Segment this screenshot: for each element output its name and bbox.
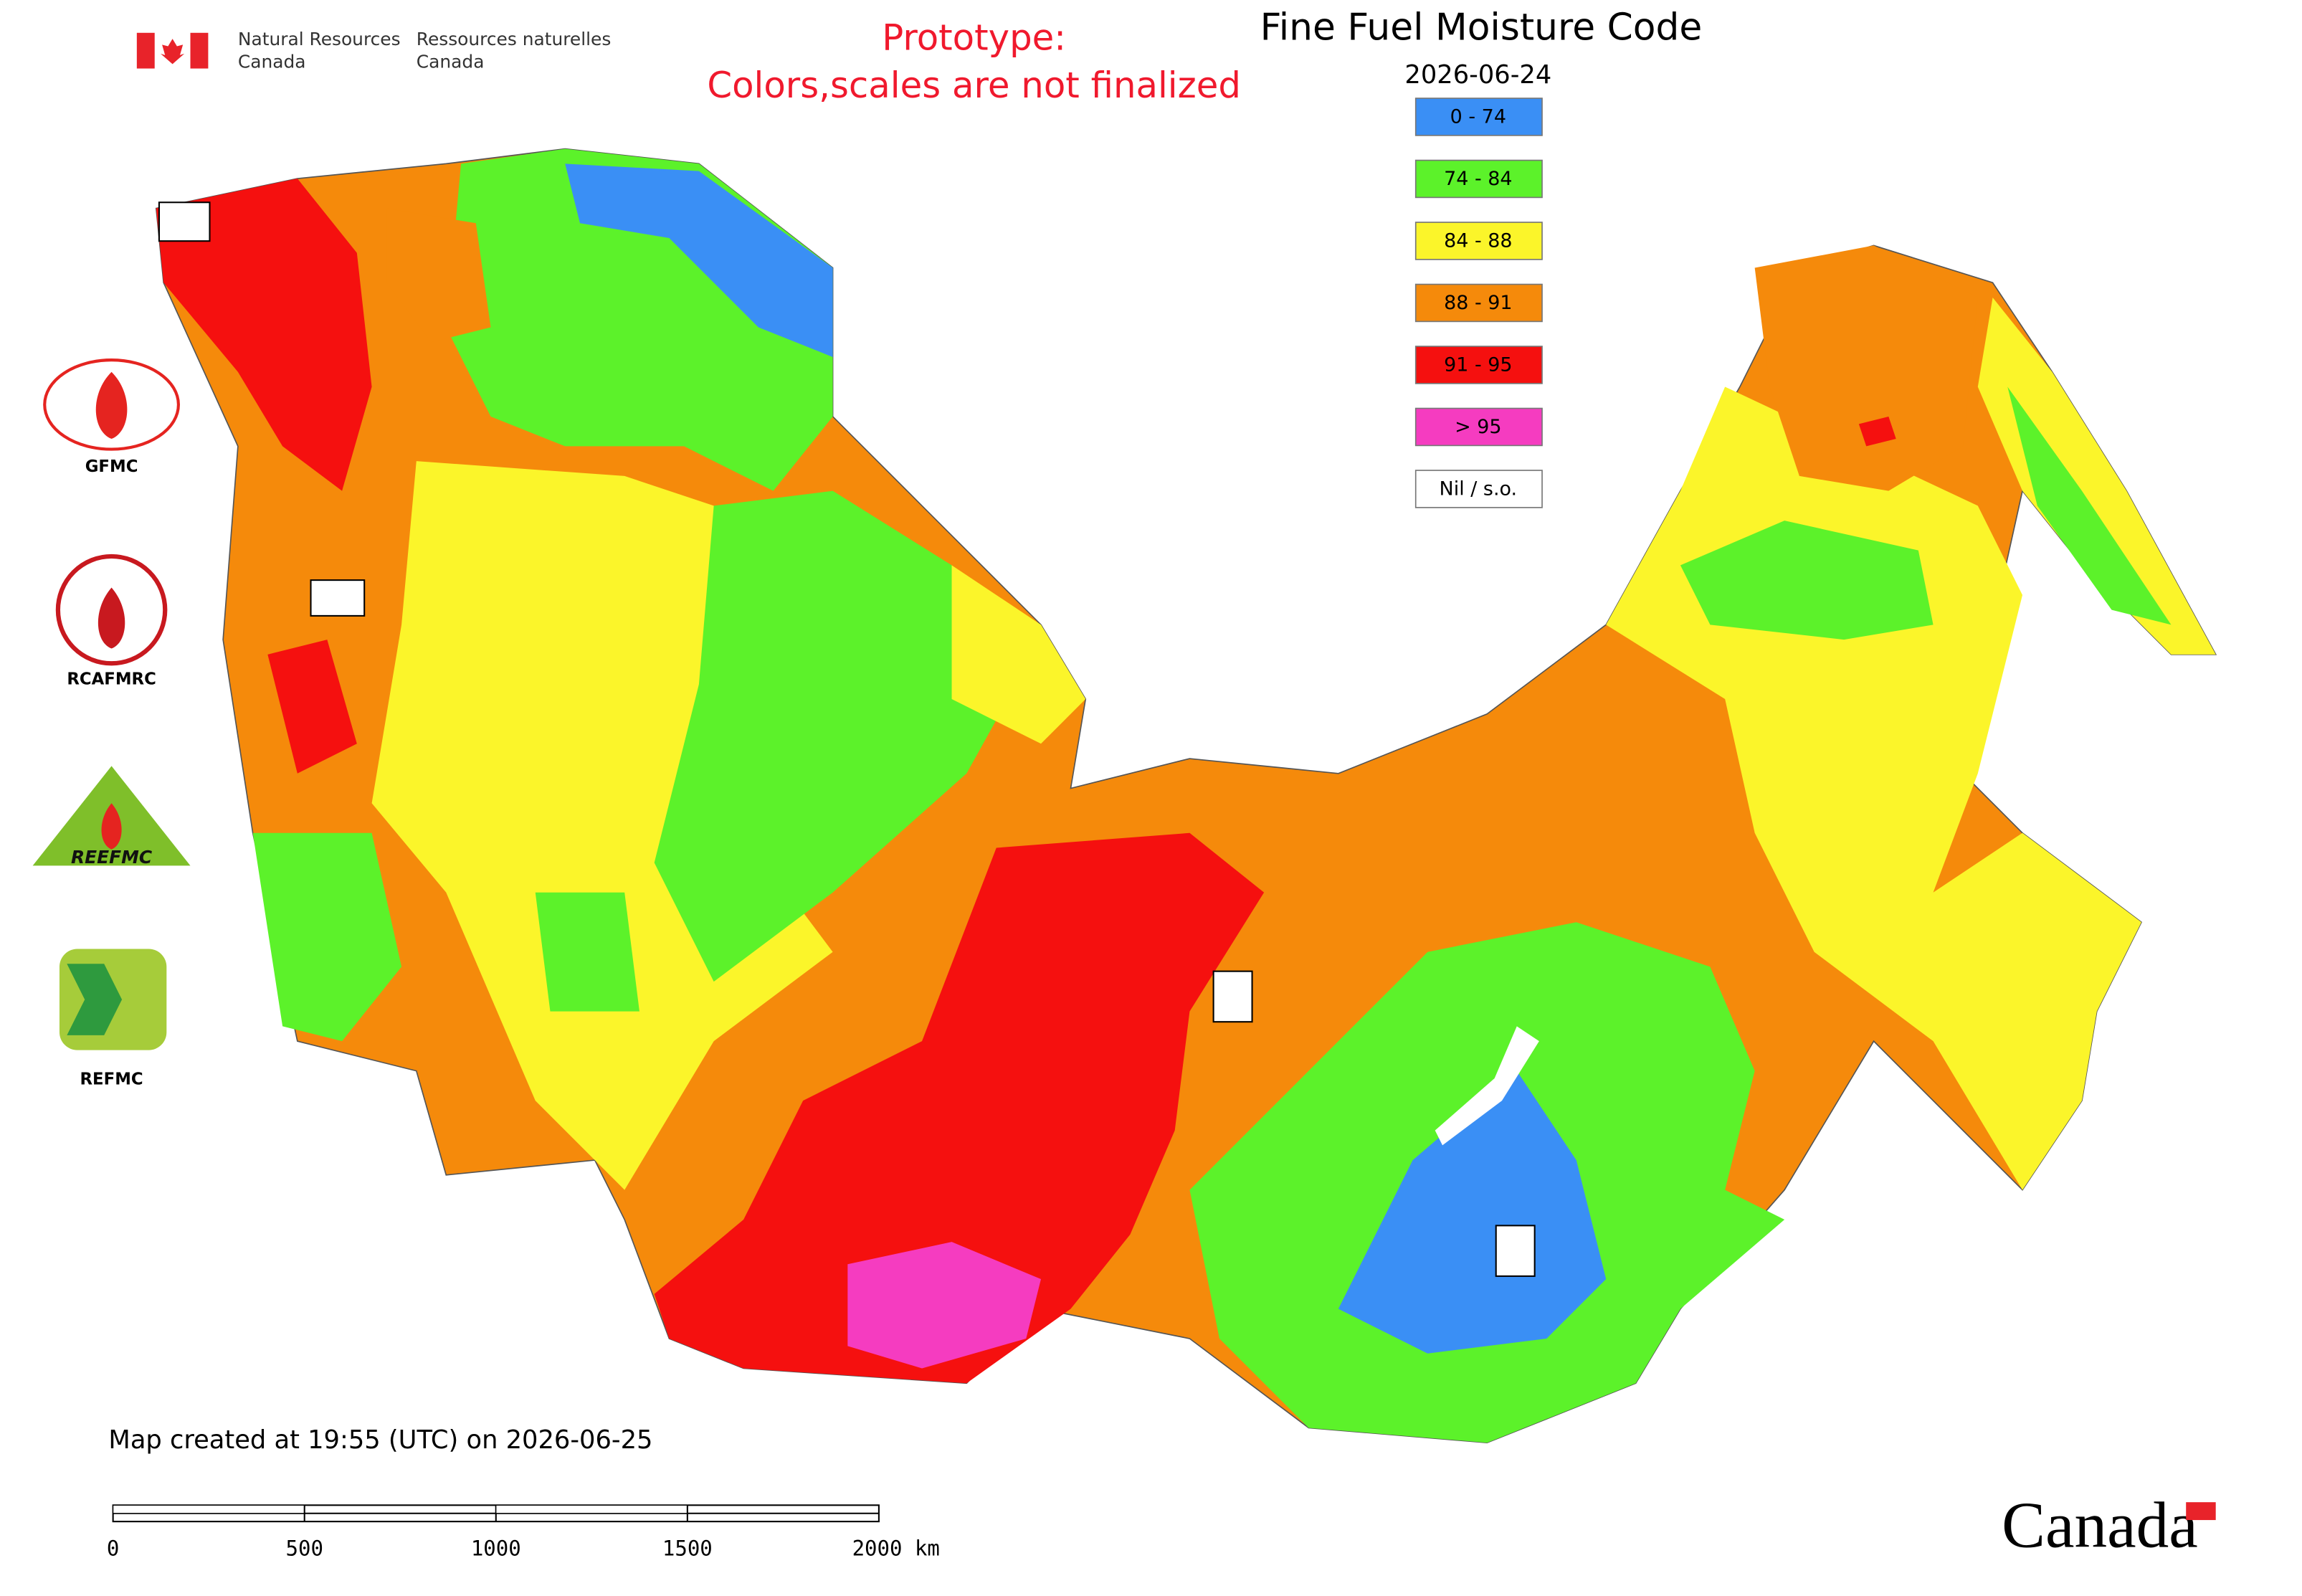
scale-label: 1000 [471,1536,521,1561]
scale-bar: 0 500 1000 1500 2000 km [107,1504,940,1561]
fmc-zone [847,1242,1042,1369]
gov-text: Canada [238,51,306,72]
legend-swatch [1414,222,1543,260]
legend-label: > 95 [1455,416,1501,438]
marker [310,579,366,617]
flag-bar [190,32,209,69]
fmc-zone [654,490,1042,982]
scale-label: 2000 km [852,1536,940,1561]
legend-swatch [1414,470,1543,508]
fmc-zone [252,832,402,1042]
flag-leaf [161,39,185,65]
fmc-zone [1680,521,1934,640]
legend-label: 84 - 88 [1444,230,1512,252]
scale-label: 500 [285,1536,323,1561]
date: 2026-06-24 [1404,60,1551,90]
fmc-zone [1858,416,1896,447]
logos: GFMC RCAFMRC REEFMC REFMC [32,358,191,1089]
flag-bar [136,32,155,69]
legend-label: 88 - 91 [1444,292,1512,314]
legend-swatch [1414,346,1543,384]
logo-flame [97,587,125,649]
legend-label: Nil / s.o. [1440,478,1518,500]
legend-swatch [1414,283,1543,323]
gov-text: Canada [417,51,485,72]
baikal [1435,1026,1539,1146]
centre-markers [158,201,1536,1277]
legend-swatch [1414,98,1543,136]
fmc-zone [386,208,491,343]
marker [1212,970,1253,1023]
scale-segment [495,1504,688,1514]
legend-label: 91 - 95 [1444,354,1512,376]
notice: Colors,scales are not finalized [707,65,1241,106]
logo-gfmc [43,358,180,451]
legend: 0 - 74 74 - 84 84 - 88 88 - 91 91 - 95 > 95 Ni… [1414,98,1543,508]
logo-sigma [67,964,123,1035]
notice: Prototype: [882,17,1066,59]
gov-text: Ressources naturelles [417,29,612,49]
legend-label: 74 - 84 [1444,168,1512,190]
gov-signature: Natural Resources Canada Ressources natu… [136,29,612,72]
fmc-zone [1754,245,1978,491]
created-note: Map created at 19:55 (UTC) on 2026-06-25 [108,1425,652,1455]
title: Fine Fuel Moisture Code [1260,6,1703,49]
fmc-zone [535,892,639,1012]
marker [158,201,211,242]
scale-segment [113,1504,305,1514]
logo-flame [101,803,122,850]
logo-flame [95,371,128,440]
fmc-zone [1977,298,2216,655]
wordmark-flag [2186,1502,2216,1521]
scale-label: 1500 [662,1536,713,1561]
marker [1495,1225,1536,1277]
fmc-zone [2007,386,2172,625]
fmc-zone [156,179,372,491]
fmc-zone [1338,1070,1607,1354]
canada-wordmark: Canada [2002,1489,2198,1562]
gov-text: Natural Resources [238,29,401,49]
legend-label: 0 - 74 [1450,106,1506,128]
logo-label: REFMC [80,1070,143,1089]
logo-label: GFMC [85,457,138,476]
fmc-zone [267,640,357,774]
logo-label: REEFMC [71,847,153,868]
scale-label: 0 [107,1536,119,1561]
logo-label: RCAFMRC [67,670,156,689]
fmc-zone [654,832,1265,1384]
legend-swatch [1414,407,1543,447]
land [155,148,2217,1444]
legend-swatch [1414,159,1543,199]
fmc-zone [565,163,833,357]
fmc-zone [951,565,1086,744]
